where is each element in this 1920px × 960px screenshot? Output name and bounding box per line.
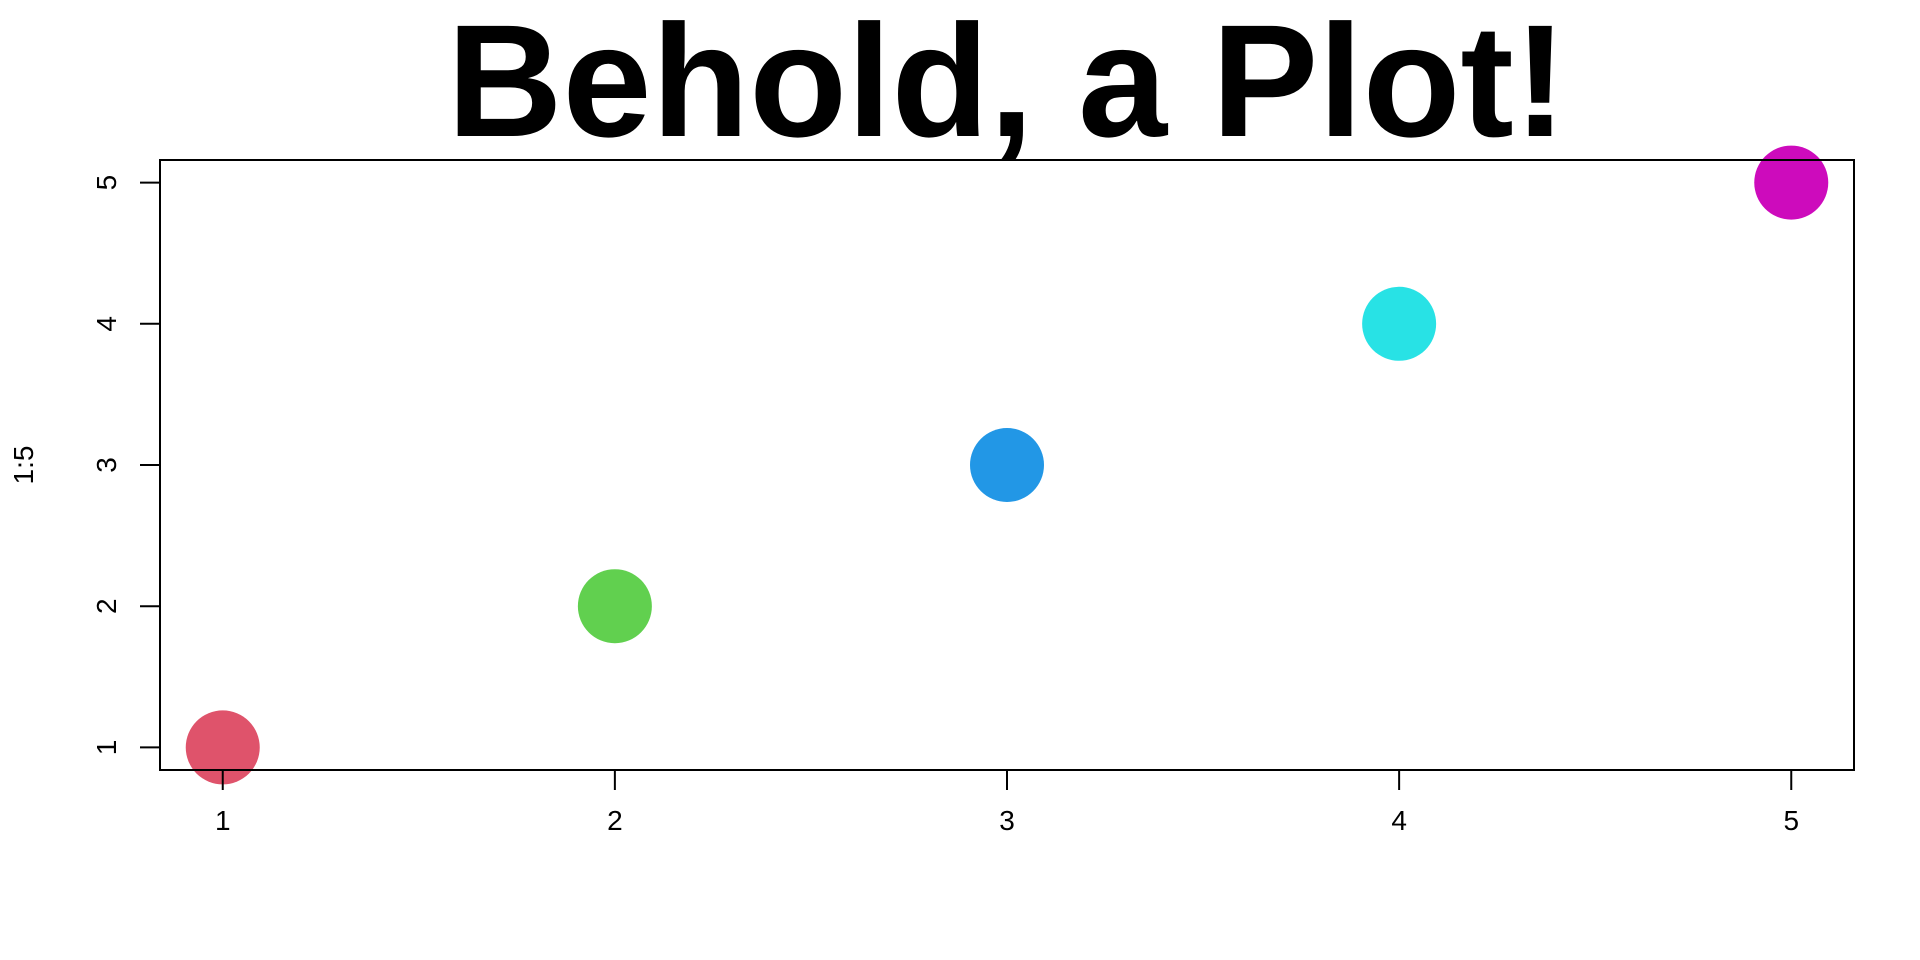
x-axis: 1 2 3 4 5 [215, 770, 1799, 836]
y-tick-label-2: 2 [91, 598, 122, 614]
data-point-1 [185, 710, 260, 785]
x-tick-label-5: 5 [1783, 805, 1799, 836]
points-layer [185, 145, 1829, 785]
chart-title: Behold, a Plot! [447, 0, 1567, 170]
y-tick-label-5: 5 [91, 175, 122, 191]
y-axis-title: 1:5 [8, 446, 39, 485]
y-tick-label-3: 3 [91, 457, 122, 473]
x-tick-label-2: 2 [607, 805, 623, 836]
data-point-3 [970, 428, 1044, 502]
y-tick-label-1: 1 [91, 740, 122, 756]
x-tick-label-4: 4 [1391, 805, 1407, 836]
data-point-4 [1362, 286, 1437, 361]
data-point-2 [577, 569, 652, 644]
data-point-5 [1754, 145, 1829, 220]
y-tick-label-4: 4 [91, 316, 122, 332]
y-axis: 1 2 3 4 5 [91, 175, 160, 755]
x-tick-label-1: 1 [215, 805, 231, 836]
x-tick-label-3: 3 [999, 805, 1015, 836]
